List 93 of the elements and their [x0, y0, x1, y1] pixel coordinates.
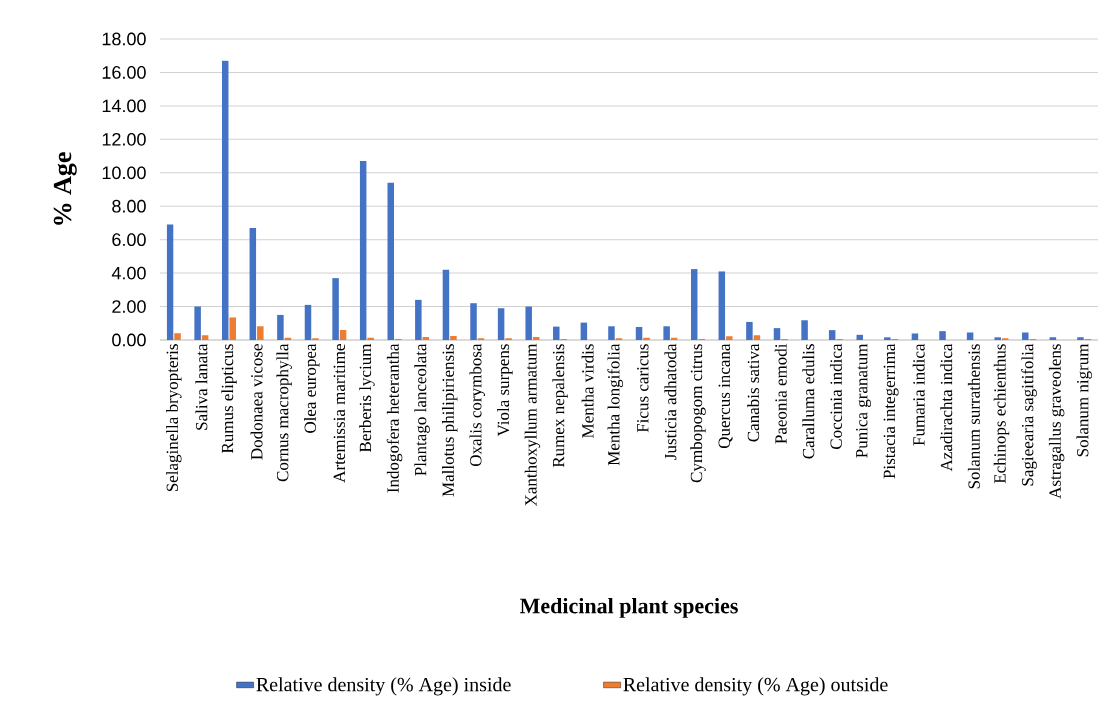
bar	[525, 306, 532, 340]
bar	[726, 336, 733, 340]
y-axis-title: % Age	[53, 152, 77, 225]
y-tick-label: 18.00	[102, 32, 146, 46]
bar	[718, 271, 726, 340]
bar	[643, 337, 650, 340]
y-tick-label: 2.00	[112, 300, 146, 313]
bar	[422, 336, 430, 340]
x-tick-label: Punica granatum	[856, 343, 871, 458]
x-tick-label: Quercus incana	[718, 343, 733, 449]
bar	[367, 337, 374, 340]
bar	[174, 333, 181, 340]
bar	[249, 227, 257, 340]
x-tick-label: Sagieearia sagitifolia	[1021, 343, 1037, 486]
x-tick-label: Saliva lanata	[195, 343, 208, 430]
bar	[635, 326, 643, 340]
bar	[1022, 332, 1029, 340]
bar	[194, 306, 201, 340]
y-tick-label: 14.00	[102, 99, 146, 113]
x-tick-label: Artemissia maritime	[333, 344, 346, 483]
bar	[773, 328, 781, 340]
bar	[801, 320, 808, 340]
x-tick-label: Fumaria indica	[912, 343, 925, 446]
bar	[939, 331, 946, 340]
legend-label: Relative density (% Age) inside	[256, 677, 511, 696]
x-tick-label: Rumex nepalensis	[552, 344, 568, 468]
y-tick-label: 6.00	[112, 233, 146, 247]
x-tick-label: Caralluma edulis	[802, 344, 815, 459]
bar	[257, 326, 264, 340]
x-tick-label: Mentha virdis	[581, 344, 594, 438]
bar	[470, 303, 477, 340]
bar	[450, 335, 457, 340]
bar	[359, 161, 367, 340]
x-tick-label: Berberis lycium	[359, 343, 375, 453]
x-tick-label: Oxalis corymbosa	[469, 343, 486, 467]
bar	[828, 330, 836, 340]
x-tick-label: Dodonaea vicose	[250, 344, 263, 460]
x-tick-label: Mentha longifolia	[607, 343, 624, 466]
bar	[201, 335, 209, 340]
x-tick-label: Solanum surrathensis	[967, 344, 980, 489]
x-tick-label: Indogofera heterantha	[386, 343, 403, 493]
bar	[277, 314, 284, 340]
bar	[387, 182, 395, 340]
x-tick-label: Olea europea	[304, 343, 320, 433]
bar	[690, 269, 698, 340]
bar	[304, 304, 312, 340]
x-tick-label: Echinops echienthus	[993, 344, 1010, 484]
bar	[229, 317, 236, 340]
bar	[532, 336, 540, 340]
bar	[553, 326, 560, 340]
x-tick-label: Selaginella bryopteris	[166, 344, 182, 492]
x-tick-label: Solanum nigrum	[1076, 343, 1092, 457]
x-tick-label: Rumus elipticus	[221, 344, 237, 454]
x-tick-label: Astragallus graveolens	[1048, 344, 1065, 499]
x-tick-label: Azadirachta indica	[940, 343, 953, 472]
bar	[966, 332, 974, 340]
bar	[994, 337, 1001, 340]
bar	[663, 326, 670, 340]
y-tick-label: 10.00	[102, 166, 146, 180]
legend-label: Relative density (% Age) outside	[623, 677, 888, 696]
x-tick-label: Viola surpens	[497, 344, 513, 437]
y-tick-label: 0.00	[112, 333, 146, 347]
x-tick-label: Plantago lanceolata	[414, 343, 430, 476]
x-axis-title: Medicinal plant species	[520, 597, 738, 618]
bar	[746, 321, 753, 340]
bar	[1077, 337, 1084, 340]
y-tick-label: 8.00	[112, 199, 146, 213]
y-tick-label: 16.00	[102, 66, 146, 79]
x-tick-label: Cornus macrophylla	[276, 343, 292, 482]
x-tick-label: Paeonia emodi	[774, 343, 787, 444]
bar	[1049, 337, 1057, 340]
x-tick-label: Coccinia indica	[829, 343, 842, 450]
bar	[497, 308, 505, 340]
bar	[221, 60, 229, 340]
x-tick-label: Cymbopogom citrus	[690, 344, 706, 483]
y-tick-label: 4.00	[111, 266, 146, 280]
bar	[339, 329, 347, 340]
bar	[442, 269, 450, 340]
bar	[415, 299, 422, 340]
y-tick-label: 12.00	[102, 132, 146, 146]
bar	[884, 337, 891, 340]
x-tick-label: Pistacia integerrima	[883, 343, 899, 479]
bar	[911, 333, 919, 340]
x-tick-label: Xanthoxyllum armatum	[524, 343, 541, 507]
bar	[166, 224, 174, 340]
x-tick-label: Justicia adhatoda	[664, 343, 677, 460]
bar	[580, 322, 588, 340]
bar	[332, 278, 339, 340]
x-tick-label: Mallotus philipiriensis	[441, 344, 458, 497]
x-tick-label: Ficus caricus	[637, 344, 649, 433]
bar	[608, 326, 615, 340]
bar	[753, 335, 761, 340]
x-tick-label: Canabis sativa	[747, 343, 760, 442]
